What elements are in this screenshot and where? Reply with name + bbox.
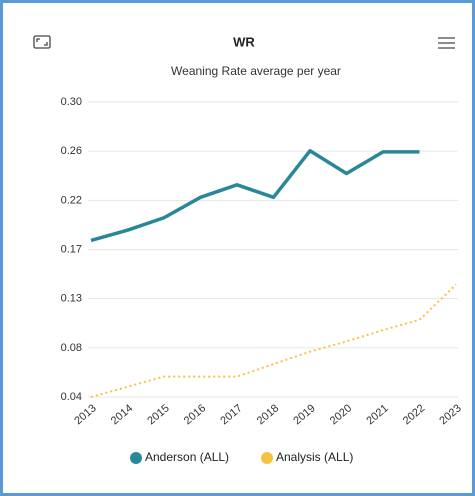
y-tick-label: 0.30	[61, 96, 82, 108]
icon-frame	[33, 35, 51, 49]
y-tick-label: 0.22	[61, 194, 82, 206]
y-tick-label: 0.17	[61, 243, 82, 255]
y-tick-label: 0.13	[61, 293, 82, 305]
y-tick-label: 0.08	[61, 342, 82, 354]
chart-subtitle: Weaning Rate average per year	[171, 64, 341, 78]
icon-arrows	[36, 38, 48, 46]
y-tick-label: 0.04	[61, 391, 82, 403]
legend-label: Analysis (ALL)	[276, 450, 353, 464]
chart-title: WR	[233, 34, 255, 49]
legend-swatch	[261, 452, 273, 464]
y-tick-label: 0.26	[61, 145, 82, 157]
series-line	[90, 149, 420, 243]
menu-icon[interactable]	[438, 37, 455, 49]
fullscreen-icon[interactable]	[33, 35, 51, 49]
legend-swatch	[130, 452, 142, 464]
legend-label: Anderson (ALL)	[145, 450, 229, 464]
